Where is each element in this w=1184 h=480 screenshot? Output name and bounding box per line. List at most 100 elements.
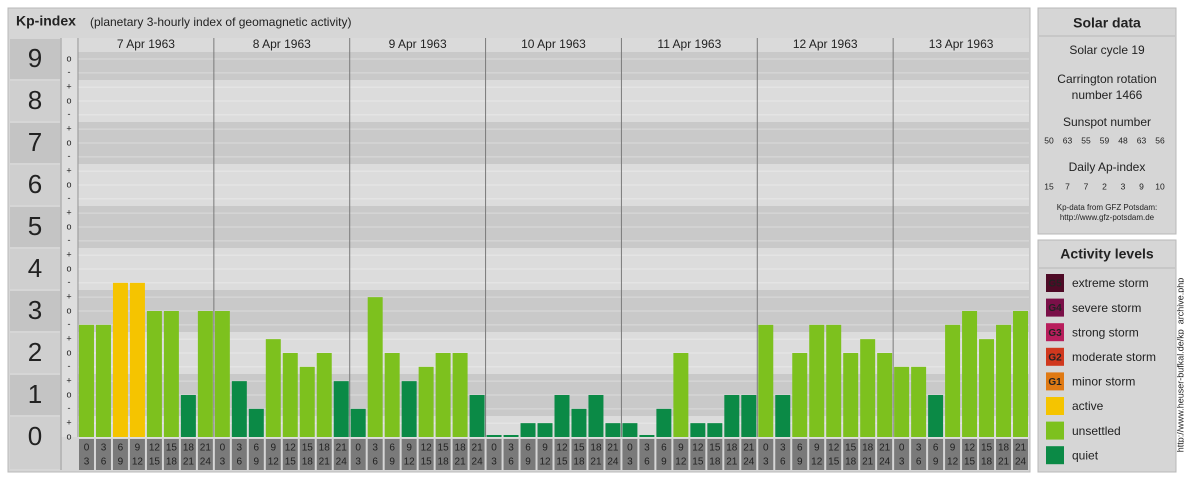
hour-end: 3 xyxy=(491,457,497,468)
hour-start: 21 xyxy=(472,443,484,454)
hour-start: 3 xyxy=(237,443,243,454)
hour-start: 3 xyxy=(101,443,107,454)
hour-start: 12 xyxy=(149,443,161,454)
label-band xyxy=(10,333,60,373)
legend-swatch xyxy=(1046,446,1064,465)
hour-start: 12 xyxy=(285,443,297,454)
bar xyxy=(384,353,400,437)
hour-end: 18 xyxy=(166,457,178,468)
bar xyxy=(639,435,655,437)
hour-start: 21 xyxy=(879,443,891,454)
hour-end: 15 xyxy=(964,457,976,468)
hour-box xyxy=(1013,439,1028,470)
bar xyxy=(401,381,417,437)
hour-start: 9 xyxy=(135,443,141,454)
hour-end: 24 xyxy=(607,457,619,468)
hour-end: 18 xyxy=(981,457,993,468)
legend-badge: G2 xyxy=(1048,352,1062,363)
hour-box xyxy=(350,439,366,470)
hour-box xyxy=(146,439,162,470)
hour-box xyxy=(503,439,519,470)
hour-box xyxy=(265,439,281,470)
hour-end: 18 xyxy=(573,457,585,468)
minor-tick-label: o xyxy=(66,179,71,189)
minor-tick-label: o xyxy=(66,263,71,273)
hour-start: 15 xyxy=(981,443,993,454)
hour-start: 6 xyxy=(389,443,395,454)
hour-end: 21 xyxy=(455,457,467,468)
hour-start: 3 xyxy=(644,443,650,454)
hour-box xyxy=(894,439,910,470)
bar xyxy=(367,297,383,437)
hour-box xyxy=(673,439,689,470)
hour-start: 0 xyxy=(763,443,769,454)
ap-values: 9 xyxy=(1139,181,1144,191)
bar xyxy=(996,324,1012,437)
bar xyxy=(452,353,468,437)
bar xyxy=(265,339,281,437)
hour-end: 21 xyxy=(862,457,874,468)
hour-box xyxy=(486,439,502,470)
y-tick-label: 8 xyxy=(28,85,42,115)
hour-end: 24 xyxy=(1015,457,1027,468)
hour-end: 9 xyxy=(661,457,667,468)
bar xyxy=(180,395,196,437)
y-tick-label: 1 xyxy=(28,379,42,409)
hour-end: 15 xyxy=(421,457,433,468)
minor-tick-label: + xyxy=(66,208,71,218)
hour-box xyxy=(758,439,774,470)
hour-box xyxy=(469,439,485,470)
bar xyxy=(741,395,757,437)
bar xyxy=(571,408,587,437)
minor-tick-label: o xyxy=(66,221,71,231)
day-label: 7 Apr 1963 xyxy=(117,37,175,51)
minor-tick-label: - xyxy=(68,109,71,119)
y-tick-label: 7 xyxy=(28,127,42,157)
label-band xyxy=(10,123,60,163)
hour-end: 15 xyxy=(556,457,568,468)
band xyxy=(78,290,1029,332)
hour-box xyxy=(962,439,978,470)
band xyxy=(78,206,1029,248)
hour-start: 9 xyxy=(406,443,412,454)
hour-box xyxy=(724,439,740,470)
sunspot-numbers: 63 xyxy=(1137,135,1147,145)
bar xyxy=(248,408,264,437)
hour-end: 6 xyxy=(372,457,378,468)
hour-box xyxy=(79,439,94,470)
hour-box xyxy=(945,439,961,470)
hour-box xyxy=(112,439,128,470)
hour-end: 9 xyxy=(797,457,803,468)
minor-tick-label: - xyxy=(68,193,71,203)
minor-tick-label: + xyxy=(66,250,71,260)
hour-box xyxy=(928,439,944,470)
minor-tick-label: - xyxy=(68,403,71,413)
legend-swatch xyxy=(1046,421,1064,440)
minor-tick-label: o xyxy=(66,53,71,63)
hour-start: 9 xyxy=(814,443,820,454)
label-band xyxy=(10,375,60,415)
bar xyxy=(809,324,825,437)
hour-box xyxy=(418,439,434,470)
y-tick-label: 0 xyxy=(28,421,42,451)
bar xyxy=(231,381,247,437)
hour-start: 18 xyxy=(183,443,195,454)
rotation: Carrington rotation xyxy=(1057,72,1156,86)
bar xyxy=(469,395,485,437)
bar xyxy=(962,311,978,437)
hour-box xyxy=(911,439,927,470)
bar xyxy=(197,311,213,437)
hour-box xyxy=(588,439,604,470)
legend-label: minor storm xyxy=(1072,375,1135,389)
legend-swatch xyxy=(1046,323,1064,342)
hour-start: 3 xyxy=(372,443,378,454)
hour-start: 18 xyxy=(455,443,467,454)
hour-box xyxy=(656,439,672,470)
hour-start: 21 xyxy=(743,443,755,454)
ap-values: 15 xyxy=(1044,181,1054,191)
label-band xyxy=(10,249,60,289)
minor-tick-label: - xyxy=(68,277,71,287)
hour-start: 18 xyxy=(998,443,1010,454)
hour-end: 21 xyxy=(998,457,1010,468)
